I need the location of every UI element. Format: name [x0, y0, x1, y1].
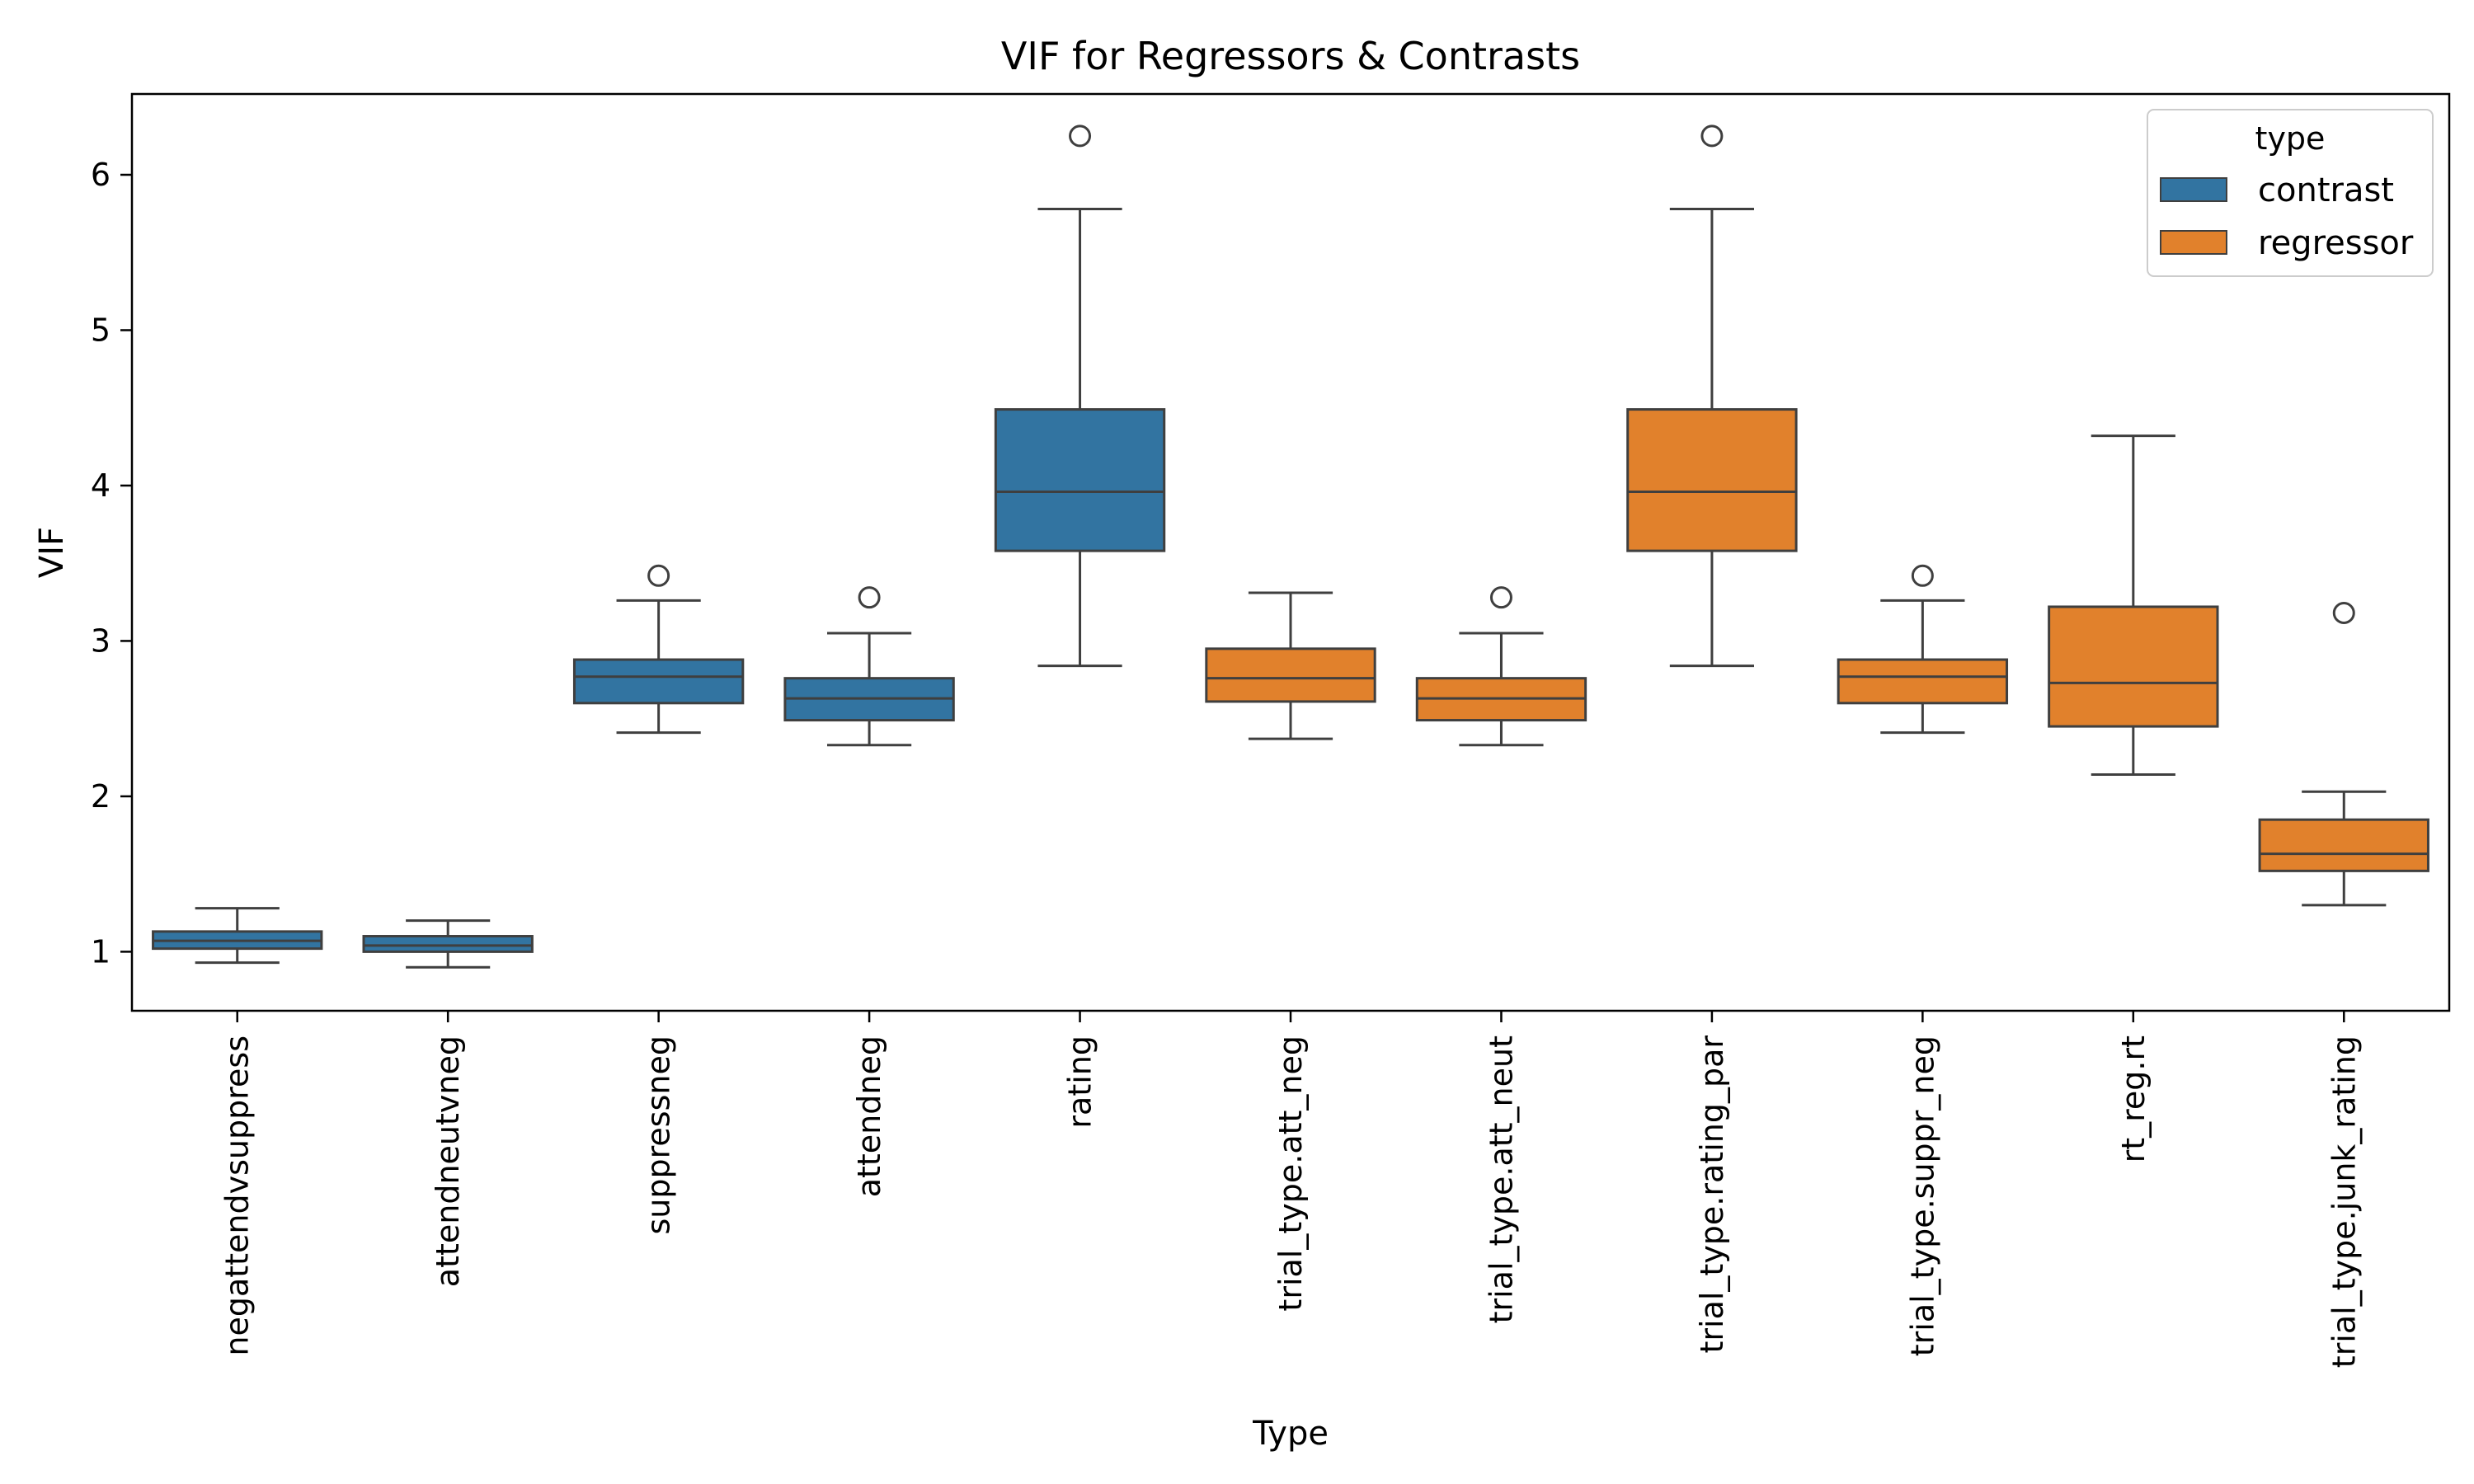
- x-tick-label: rating: [1062, 1036, 1098, 1129]
- outlier-point: [858, 586, 881, 609]
- legend-title: type: [2255, 120, 2326, 157]
- x-tick-label: trial_type.att_neg: [1272, 1036, 1309, 1312]
- x-tick-label: rt_reg.rt: [2115, 1036, 2152, 1162]
- outlier-point: [2332, 602, 2355, 625]
- legend-label-contrast: contrast: [2258, 171, 2394, 209]
- outlier-point: [1489, 586, 1512, 609]
- x-tick-label: attendneutvneg: [430, 1036, 466, 1287]
- outlier-point: [1700, 124, 1724, 148]
- box-trial_type.junk_rating: [2258, 818, 2429, 872]
- x-tick-label: trial_type.att_neut: [1483, 1036, 1519, 1323]
- y-tick-label: 4: [91, 467, 111, 504]
- x-tick-label: negattendvsuppress: [219, 1036, 256, 1356]
- box-trial_type.suppr_neg: [1837, 658, 2009, 705]
- plot-area: 1 2 3 4 5 6 negattendvsuppress attendneutvneg su…: [91, 124, 2429, 1368]
- y-axis-label: VIF: [33, 527, 71, 578]
- x-tick-label: trial_type.suppr_neg: [1904, 1036, 1940, 1356]
- y-tick-label: 3: [91, 622, 111, 659]
- y-tick-label: 6: [91, 157, 111, 193]
- y-tick-label: 5: [91, 312, 111, 348]
- plot-frame: [130, 92, 2451, 1012]
- x-tick-label: suppressneg: [641, 1036, 677, 1234]
- box-attendneutvneg: [362, 935, 534, 953]
- legend-swatch-regressor: [2160, 230, 2227, 255]
- outlier-point: [1069, 124, 1092, 148]
- legend-swatch-contrast: [2160, 177, 2227, 202]
- chart-title: VIF for Regressors & Contrasts: [1001, 34, 1580, 78]
- outlier-point: [647, 564, 670, 587]
- y-tick-label: 1: [91, 933, 111, 970]
- box-trial_type.att_neg: [1205, 647, 1376, 703]
- x-tick-label: trial_type.rating_par: [1694, 1036, 1730, 1354]
- box-rating: [994, 408, 1166, 552]
- x-tick-label: attendneg: [851, 1036, 887, 1197]
- box-suppressneg: [572, 658, 745, 705]
- x-tick-label: trial_type.junk_rating: [2326, 1036, 2362, 1368]
- y-tick-label: 2: [91, 778, 111, 815]
- outlier-point: [1911, 564, 1934, 587]
- box-rt_reg.rt: [2048, 605, 2219, 728]
- legend-label-regressor: regressor: [2258, 224, 2414, 262]
- x-axis-label: Type: [1252, 1415, 1329, 1453]
- legend: type contrast regressor: [2147, 109, 2434, 277]
- box-trial_type.rating_par: [1626, 408, 1798, 552]
